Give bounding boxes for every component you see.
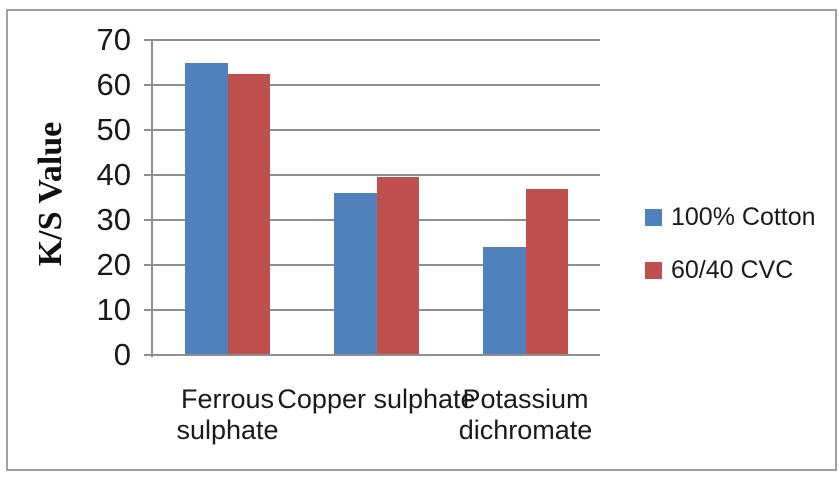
x-axis-line [151,354,600,356]
bar-cvc [525,188,568,355]
y-tick-label: 70 [96,22,131,57]
gridline [153,39,600,41]
y-axis-tick [144,39,153,41]
legend: 100% Cotton 60/40 CVC [645,200,816,306]
y-tick-label: 60 [96,67,131,102]
category-label: Ferrous sulphate [176,384,279,445]
legend-item: 100% Cotton [645,200,816,234]
legend-swatch-icon [645,261,662,279]
gridline [153,84,600,86]
y-axis-tick [144,84,153,86]
y-tick-label: 40 [96,157,131,192]
bar-cotton [185,62,228,355]
bar-cotton [483,247,526,355]
legend-swatch-icon [645,208,662,226]
legend-label: 60/40 CVC [671,255,794,284]
bar-cvc [227,73,270,355]
y-tick-label: 10 [96,292,131,327]
y-axis-line [151,40,153,357]
y-axis-tick [144,129,153,131]
y-axis-tick [144,354,153,356]
bar-cvc [376,177,419,355]
legend-item: 60/40 CVC [645,253,816,287]
y-axis-tick [144,219,153,221]
chart-border-frame [6,9,837,471]
legend-label: 100% Cotton [671,202,816,231]
y-tick-label: 20 [96,247,131,282]
y-axis-tick [144,264,153,266]
y-tick-label: 0 [113,337,131,372]
y-axis-tick [144,309,153,311]
category-label: Copper sulphate [277,384,476,414]
y-axis-tick [144,174,153,176]
gridline [153,129,600,131]
category-label: Potassium dichromate [458,384,593,445]
gridline [153,174,600,176]
y-tick-label: 50 [96,112,131,147]
y-tick-label: 30 [96,202,131,237]
bar-cotton [334,193,377,355]
